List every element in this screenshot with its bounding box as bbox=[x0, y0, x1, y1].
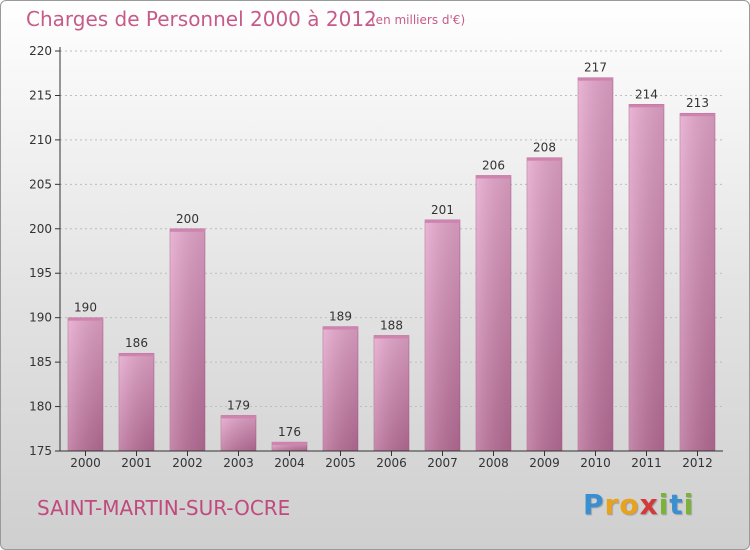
bar-shade bbox=[374, 335, 409, 451]
x-tick-label: 2004 bbox=[274, 456, 305, 470]
bar-shade bbox=[119, 353, 154, 451]
bar-shade bbox=[476, 175, 511, 451]
bar-shade bbox=[221, 415, 256, 451]
data-label: 189 bbox=[329, 310, 352, 324]
bar-top-edge bbox=[578, 77, 613, 81]
x-tick-label: 2011 bbox=[631, 456, 662, 470]
x-tick-label: 2007 bbox=[427, 456, 458, 470]
y-tick-label: 175 bbox=[29, 444, 52, 458]
bar-top-edge bbox=[476, 175, 511, 179]
bar-shade bbox=[578, 77, 613, 452]
x-tick-label: 2010 bbox=[580, 456, 611, 470]
x-tick-label: 2000 bbox=[70, 456, 101, 470]
logo-letter: o bbox=[619, 488, 640, 521]
bar-top-edge bbox=[629, 104, 664, 108]
x-tick-label: 2002 bbox=[172, 456, 203, 470]
data-label: 217 bbox=[584, 61, 607, 75]
data-label: 179 bbox=[227, 398, 250, 412]
data-label: 190 bbox=[74, 301, 97, 315]
bar-top-edge bbox=[170, 228, 205, 232]
bar-shade bbox=[323, 326, 358, 451]
proxiti-logo: Proxiti bbox=[583, 488, 694, 521]
data-label: 206 bbox=[482, 158, 505, 172]
x-tick-label: 2001 bbox=[121, 456, 152, 470]
data-label: 214 bbox=[635, 87, 658, 101]
commune-name: SAINT-MARTIN-SUR-OCRE bbox=[37, 496, 291, 520]
y-tick-label: 210 bbox=[29, 133, 52, 147]
y-tick-label: 195 bbox=[29, 266, 52, 280]
y-tick-label: 205 bbox=[29, 177, 52, 191]
x-tick-label: 2005 bbox=[325, 456, 356, 470]
bar-shade bbox=[527, 157, 562, 451]
bar-top-edge bbox=[272, 442, 307, 446]
data-label: 176 bbox=[278, 425, 301, 439]
bar-shade bbox=[629, 104, 664, 451]
chart-subtitle: (en milliers d'€) bbox=[371, 13, 466, 27]
data-label: 213 bbox=[686, 96, 709, 110]
data-label: 186 bbox=[125, 336, 148, 350]
chart-title: Charges de Personnel 2000 à 2012 bbox=[26, 7, 377, 31]
y-tick-label: 190 bbox=[29, 311, 52, 325]
bar-top-edge bbox=[527, 157, 562, 161]
bar-shade bbox=[272, 442, 307, 451]
bar-top-edge bbox=[680, 113, 715, 117]
logo-letter: i bbox=[683, 488, 695, 521]
y-tick-label: 220 bbox=[29, 44, 52, 58]
logo-letter: P bbox=[583, 488, 605, 521]
bar-top-edge bbox=[68, 317, 103, 321]
logo-letter: r bbox=[604, 488, 620, 521]
bar-shade bbox=[425, 219, 460, 451]
bar-shade bbox=[68, 317, 103, 451]
logo-letter: i bbox=[658, 488, 670, 521]
y-tick-label: 185 bbox=[29, 355, 52, 369]
bar-top-edge bbox=[323, 326, 358, 330]
logo-letter: x bbox=[639, 488, 659, 521]
data-label: 188 bbox=[380, 318, 403, 332]
bar-shade bbox=[170, 228, 205, 451]
data-label: 200 bbox=[176, 212, 199, 226]
x-tick-label: 2003 bbox=[223, 456, 254, 470]
bar-top-edge bbox=[425, 219, 460, 223]
x-tick-label: 2006 bbox=[376, 456, 407, 470]
x-tick-label: 2012 bbox=[682, 456, 713, 470]
x-tick-label: 2008 bbox=[478, 456, 509, 470]
x-tick-label: 2009 bbox=[529, 456, 560, 470]
bar-top-edge bbox=[119, 353, 154, 357]
bar-top-edge bbox=[221, 415, 256, 419]
y-tick-label: 215 bbox=[29, 88, 52, 102]
bar-shade bbox=[680, 113, 715, 451]
y-tick-label: 200 bbox=[29, 222, 52, 236]
bar-top-edge bbox=[374, 335, 409, 339]
data-label: 208 bbox=[533, 141, 556, 155]
y-tick-label: 180 bbox=[29, 400, 52, 414]
logo-letter: t bbox=[669, 488, 684, 521]
data-label: 201 bbox=[431, 203, 454, 217]
